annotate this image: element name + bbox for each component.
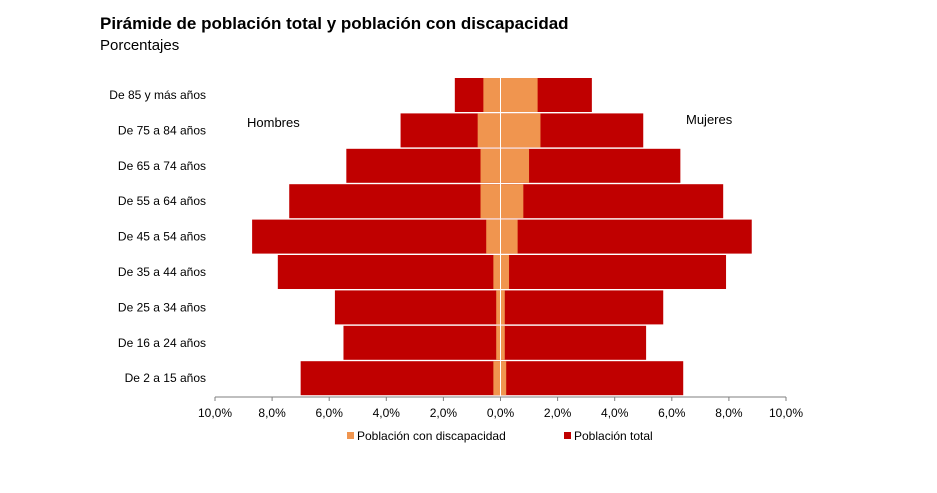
bar-total-hombres xyxy=(334,290,501,325)
bar-total-hombres xyxy=(252,219,501,254)
x-tick-label: 4,0% xyxy=(601,406,629,420)
bar-total-hombres xyxy=(300,361,501,396)
x-tick-label: 4,0% xyxy=(373,406,401,420)
bar-disc-hombres xyxy=(480,184,501,219)
category-label: De 25 a 34 años xyxy=(118,300,206,314)
bar-disc-hombres xyxy=(493,361,501,396)
bar-disc-hombres xyxy=(486,219,501,254)
chart-subtitle: Porcentajes xyxy=(100,37,180,54)
bar-disc-mujeres xyxy=(500,255,510,289)
bar-disc-hombres xyxy=(496,325,501,360)
category-label: De 35 a 44 años xyxy=(118,265,206,279)
bar-total-hombres xyxy=(346,148,501,183)
mujeres-label: Mujeres xyxy=(686,112,733,127)
category-label: De 45 a 54 años xyxy=(118,230,206,244)
category-label: De 75 a 84 años xyxy=(118,123,206,137)
x-tick-label: 0,0% xyxy=(487,406,515,420)
bar-total-mujeres xyxy=(500,148,681,183)
bar-disc-mujeres xyxy=(500,184,524,219)
bar-disc-mujeres xyxy=(500,219,518,254)
hombres-label: Hombres xyxy=(247,115,300,130)
category-labels: De 85 y más años De 75 a 84 años De 65 a 7… xyxy=(109,88,206,385)
bar-disc-hombres xyxy=(496,290,501,325)
x-tick-label: 2,0% xyxy=(544,406,572,420)
bar-total-hombres xyxy=(277,255,501,289)
bar-total-hombres xyxy=(343,325,501,360)
category-label: De 55 a 64 años xyxy=(118,194,206,208)
bar-disc-mujeres xyxy=(500,325,505,360)
category-label: De 65 a 74 años xyxy=(118,159,206,173)
bar-disc-hombres xyxy=(480,148,501,183)
series-disability-bars xyxy=(477,78,541,396)
category-label: De 85 y más años xyxy=(109,88,206,102)
legend: Población con discapacidad Población tota… xyxy=(347,429,653,443)
x-axis: 10,0% 8,0% 6,0% 4,0% 2,0% 0,0% 2,0% 4,0% 6,0% 8,0… xyxy=(198,76,803,420)
bar-total-mujeres xyxy=(500,290,664,325)
x-tick-label: 8,0% xyxy=(258,406,286,420)
x-tick-label: 6,0% xyxy=(658,406,686,420)
bar-total-mujeres xyxy=(500,184,724,219)
category-label: De 16 a 24 años xyxy=(118,336,206,350)
legend-swatch xyxy=(564,432,571,439)
bar-disc-mujeres xyxy=(500,361,507,396)
bar-disc-mujeres xyxy=(500,78,538,112)
bar-total-mujeres xyxy=(500,219,752,254)
legend-swatch xyxy=(347,432,354,439)
bar-disc-mujeres xyxy=(500,113,541,148)
bar-total-mujeres xyxy=(500,255,727,289)
x-tick-label: 10,0% xyxy=(198,406,232,420)
chart-title: Pirámide de población total y población … xyxy=(100,14,569,33)
bar-disc-hombres xyxy=(493,255,501,289)
bar-total-hombres xyxy=(289,184,501,219)
legend-label: Población total xyxy=(574,429,653,443)
x-tick-label: 8,0% xyxy=(715,406,743,420)
bar-disc-mujeres xyxy=(500,290,505,325)
bar-disc-hombres xyxy=(483,78,501,112)
x-tick-label: 2,0% xyxy=(430,406,458,420)
category-label: De 2 a 15 años xyxy=(125,371,206,385)
bar-total-mujeres xyxy=(500,361,684,396)
bar-disc-mujeres xyxy=(500,148,530,183)
legend-label: Población con discapacidad xyxy=(357,429,506,443)
bar-disc-hombres xyxy=(477,113,501,148)
bar-total-mujeres xyxy=(500,325,647,360)
x-tick-label: 6,0% xyxy=(316,406,344,420)
x-tick-label: 10,0% xyxy=(769,406,803,420)
